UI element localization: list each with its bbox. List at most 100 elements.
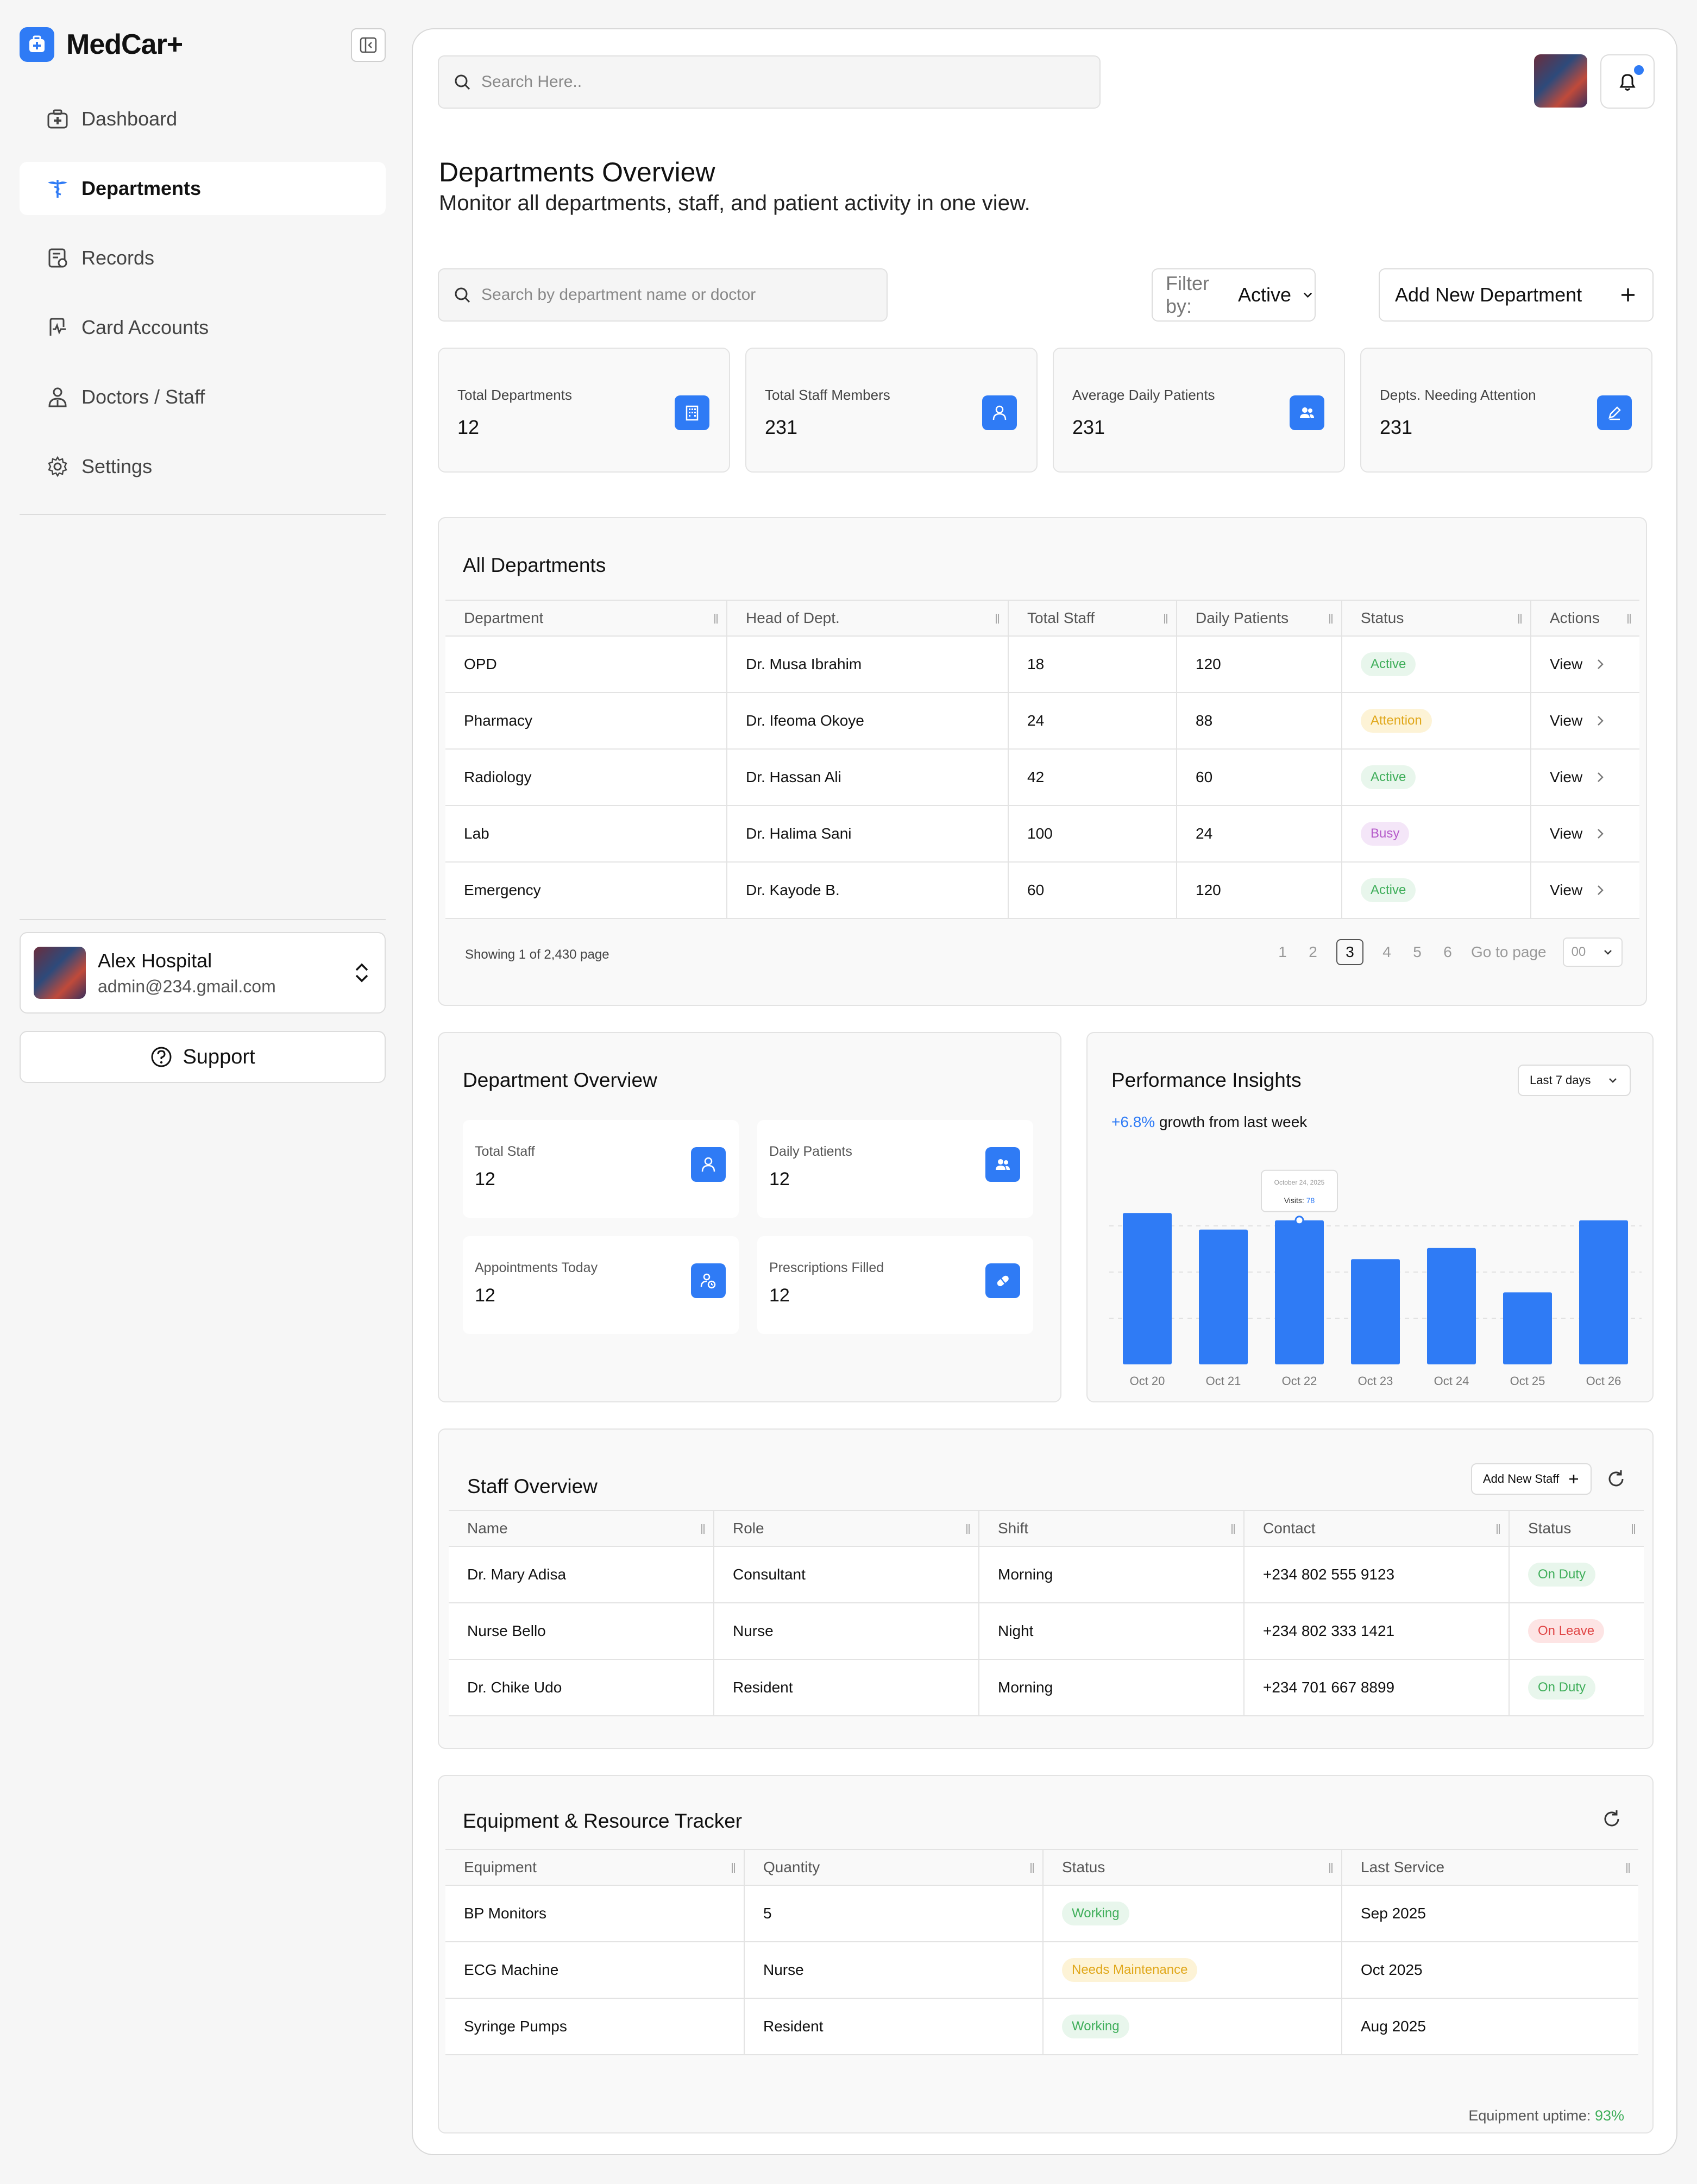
cell-patients: 88 — [1177, 693, 1342, 750]
page-4[interactable]: 4 — [1382, 943, 1391, 960]
chart-bar[interactable] — [1503, 1292, 1552, 1364]
cell-staff: 24 — [1008, 693, 1177, 750]
cell-actions: View — [1531, 805, 1639, 863]
chart-bar[interactable] — [1579, 1220, 1628, 1364]
column-resize-handle[interactable] — [701, 1524, 705, 1534]
column-header[interactable]: Department — [445, 600, 727, 637]
view-link[interactable]: View — [1550, 656, 1639, 673]
page-1[interactable]: 1 — [1278, 943, 1287, 960]
column-header[interactable]: Quantity — [744, 1849, 1044, 1886]
column-header[interactable]: Status — [1509, 1510, 1644, 1547]
column-resize-handle[interactable] — [996, 614, 999, 624]
department-search-input[interactable]: Search by department name or doctor — [438, 268, 888, 322]
chart-bar[interactable] — [1351, 1259, 1400, 1364]
view-link[interactable]: View — [1550, 769, 1639, 786]
column-header[interactable]: Name — [449, 1510, 714, 1547]
column-header[interactable]: Total Staff — [1008, 600, 1177, 637]
view-link[interactable]: View — [1550, 825, 1639, 842]
column-resize-handle[interactable] — [1231, 1524, 1235, 1534]
view-link[interactable]: View — [1550, 882, 1639, 899]
section-title: All Departments — [463, 554, 606, 576]
view-label: View — [1550, 769, 1583, 785]
page-2[interactable]: 2 — [1309, 943, 1317, 960]
add-staff-button[interactable]: Add New Staff — [1471, 1463, 1592, 1495]
add-department-button[interactable]: Add New Department — [1379, 268, 1654, 322]
column-resize-handle[interactable] — [1329, 1863, 1333, 1873]
cell-quantity: Nurse — [744, 1942, 1044, 1999]
column-resize-handle[interactable] — [1626, 1863, 1630, 1873]
sidebar-item-doctors-staff[interactable]: Doctors / Staff — [20, 370, 386, 424]
column-header[interactable]: Actions — [1531, 600, 1639, 637]
sidebar-item-label: Dashboard — [81, 108, 178, 130]
sidebar-item-settings[interactable]: Settings — [20, 440, 386, 493]
sidebar-item-dashboard[interactable]: Dashboard — [20, 92, 386, 146]
department-overview-card: Department Overview Total Staff 12 Daily… — [438, 1032, 1061, 1402]
page-3-current[interactable]: 3 — [1336, 939, 1363, 965]
column-resize-handle[interactable] — [1164, 614, 1167, 624]
column-resize-handle[interactable] — [732, 1863, 735, 1873]
section-title: Performance Insights — [1111, 1069, 1302, 1091]
collapse-sidebar-button[interactable] — [351, 28, 386, 62]
cell-patients: 24 — [1177, 805, 1342, 863]
stat-label: Depts. Needing Attention — [1380, 387, 1536, 403]
column-resize-handle[interactable] — [714, 614, 718, 624]
column-resize-handle[interactable] — [966, 1524, 970, 1534]
performance-insights-card: Performance Insights Last 7 days +6.8% g… — [1086, 1032, 1654, 1402]
column-header[interactable]: Status — [1342, 600, 1531, 637]
column-label: Shift — [998, 1520, 1029, 1537]
column-header[interactable]: Last Service — [1342, 1849, 1638, 1886]
column-header[interactable]: Head of Dept. — [727, 600, 1009, 637]
column-header[interactable]: Role — [714, 1510, 979, 1547]
refresh-button[interactable] — [1601, 1809, 1622, 1832]
chevron-right-icon — [1598, 829, 1604, 839]
sidebar-item-card-accounts[interactable]: Card Accounts — [20, 301, 386, 354]
table-row: Lab Dr. Halima Sani 100 24 Busy View — [445, 805, 1639, 863]
chart-bar[interactable] — [1199, 1229, 1248, 1364]
page-6[interactable]: 6 — [1443, 943, 1452, 960]
column-resize-handle[interactable] — [1497, 1524, 1500, 1534]
brand[interactable]: MedCar+ — [20, 27, 183, 62]
growth-text: growth from last week — [1159, 1113, 1308, 1130]
range-dropdown[interactable]: Last 7 days — [1518, 1065, 1631, 1096]
table-header-row: Name Role Shift Contact Status — [449, 1510, 1644, 1547]
goto-page-select[interactable]: 00 — [1562, 937, 1623, 967]
cell-staff: 18 — [1008, 636, 1177, 693]
chart-bar[interactable] — [1275, 1220, 1324, 1364]
section-title: Staff Overview — [467, 1475, 598, 1497]
filter-dropdown[interactable]: Filter by: Active — [1152, 268, 1316, 322]
cell-department: Radiology — [445, 749, 727, 806]
chart-bar[interactable] — [1427, 1248, 1476, 1364]
column-header[interactable]: Daily Patients — [1177, 600, 1342, 637]
chevron-down-icon — [1303, 292, 1312, 298]
cell-equipment: BP Monitors — [445, 1885, 745, 1942]
bell-icon — [1619, 74, 1636, 91]
column-resize-handle[interactable] — [1632, 1524, 1635, 1534]
status-badge: Active — [1361, 765, 1416, 789]
column-resize-handle[interactable] — [1627, 614, 1631, 624]
column-header[interactable]: Equipment — [445, 1849, 745, 1886]
column-resize-handle[interactable] — [1030, 1863, 1034, 1873]
refresh-button[interactable] — [1606, 1469, 1626, 1492]
app-name: MedCar+ — [66, 29, 183, 60]
chart-bar[interactable] — [1123, 1213, 1172, 1364]
page-5[interactable]: 5 — [1413, 943, 1422, 960]
user-avatar[interactable] — [1534, 54, 1587, 108]
column-header[interactable]: Shift — [979, 1510, 1245, 1547]
column-resize-handle[interactable] — [1518, 614, 1522, 624]
account-switcher[interactable]: Alex Hospital admin@234.gmail.com — [20, 932, 386, 1014]
tooltip-value: Visits: 78 — [1284, 1196, 1315, 1205]
status-badge: Attention — [1361, 709, 1432, 733]
view-link[interactable]: View — [1550, 712, 1639, 729]
sidebar-item-records[interactable]: Records — [20, 231, 386, 285]
uptime-value: 93% — [1594, 2107, 1624, 2124]
sidebar-item-departments[interactable]: Departments — [20, 162, 386, 215]
status-badge: Working — [1062, 2015, 1129, 2038]
column-resize-handle[interactable] — [1329, 614, 1333, 624]
support-label: Support — [183, 1045, 255, 1068]
stat-card-total-staff: Total Staff Members 231 — [745, 348, 1038, 473]
column-header[interactable]: Status — [1043, 1849, 1342, 1886]
support-button[interactable]: Support — [20, 1031, 386, 1083]
column-header[interactable]: Contact — [1244, 1510, 1510, 1547]
notifications-button[interactable] — [1600, 54, 1655, 109]
global-search-input[interactable]: Search Here.. — [438, 55, 1101, 109]
